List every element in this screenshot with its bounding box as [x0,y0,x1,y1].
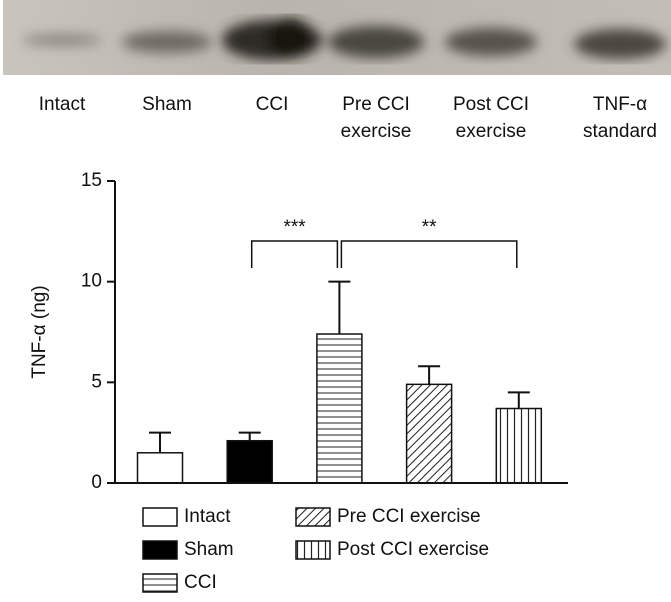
blot-image [3,0,671,75]
bar [405,383,453,484]
blot-lane-labels: Intact Sham CCI Pre CCI exercise Post CCI exer… [39,94,657,142]
y-tick-label: 15 [81,170,102,191]
legend-label: Sham [184,539,234,560]
legend-label: Post CCI exercise [337,539,489,560]
legend-swatch [142,507,178,527]
legend-label: Pre CCI exercise [337,506,481,527]
legend-swatch [142,573,178,593]
bar [136,452,184,484]
significance-label: ** [422,217,437,238]
significance-bracket [250,240,339,268]
lane-label: TNF-α [593,94,647,115]
lane-label: exercise [341,121,412,142]
y-tick-label: 0 [91,472,102,493]
lane-label: Intact [39,94,86,115]
lane-label: Pre CCI [342,94,410,115]
legend-label: CCI [184,572,217,593]
bar [226,439,273,484]
legend-swatch [295,540,331,560]
significance-label: *** [283,217,306,238]
bar [316,333,363,484]
bar [495,407,543,484]
y-tick-label: 10 [81,271,102,292]
lane-label: exercise [456,121,527,142]
legend-label: Intact [184,506,231,527]
y-axis-label: TNF-α (ng) [29,285,50,378]
legend-swatch [142,540,178,560]
lane-label: CCI [256,94,289,115]
legend-swatch [295,507,331,527]
y-tick-label: 5 [91,371,102,392]
significance-bracket [340,240,518,268]
lane-label: Post CCI [453,94,529,115]
lane-label: Sham [142,94,192,115]
lane-label: standard [583,121,657,142]
